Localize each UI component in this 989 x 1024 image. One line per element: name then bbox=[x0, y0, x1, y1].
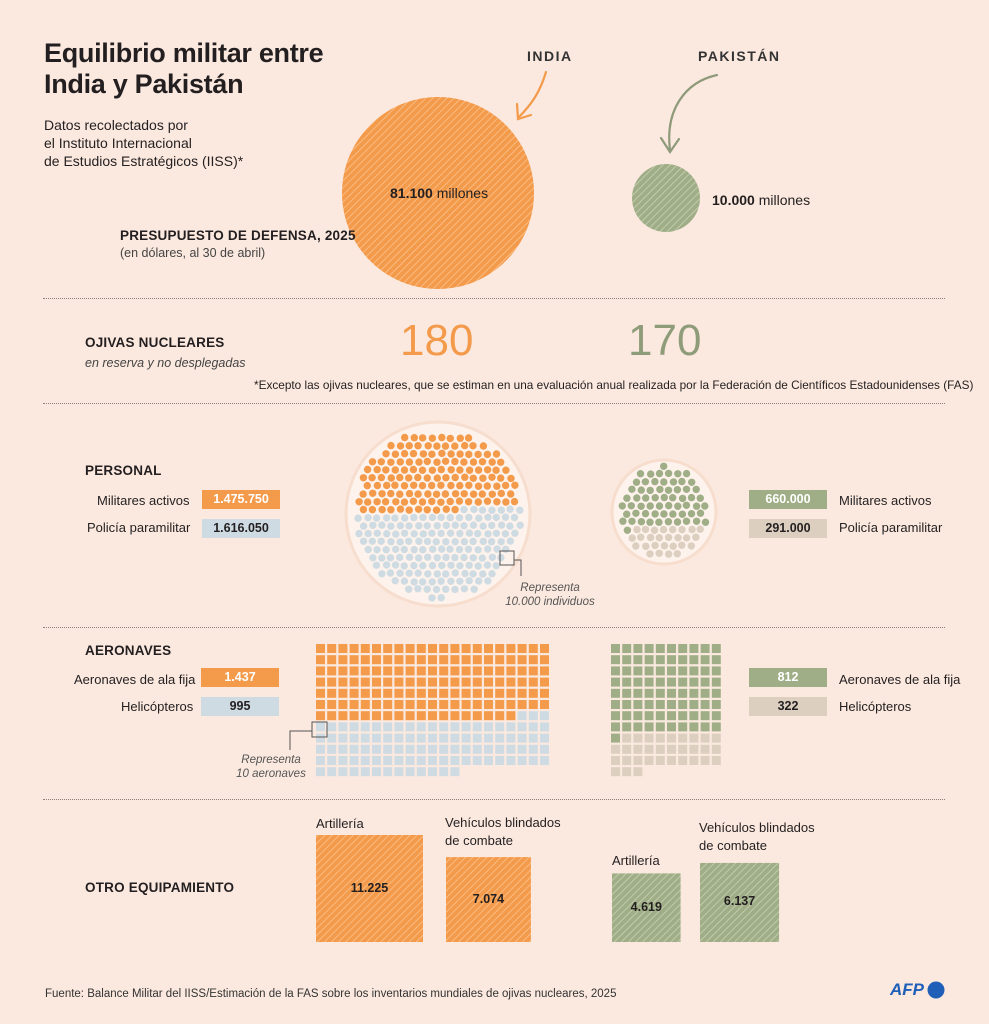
afp-logo-dot bbox=[928, 982, 945, 999]
